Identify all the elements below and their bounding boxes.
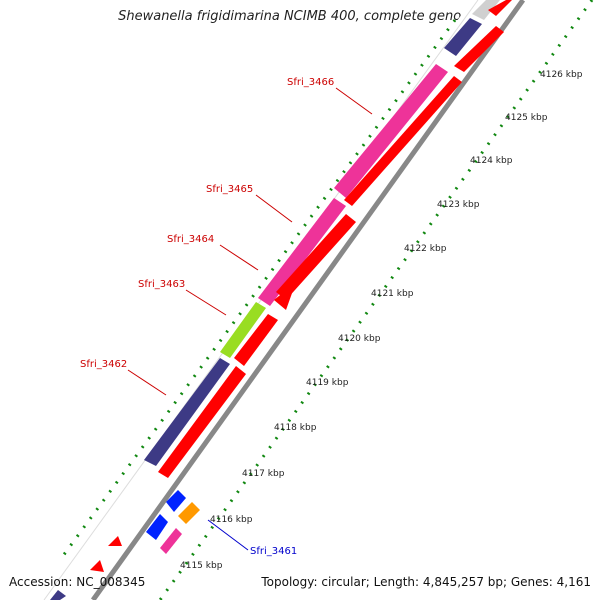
gene-red-3463: [234, 314, 278, 366]
scale-label: 4119 kbp: [306, 378, 349, 388]
gene-red-3466: [344, 76, 462, 206]
scale-label: 4120 kbp: [338, 334, 381, 344]
gene-magenta-3465: [258, 198, 346, 306]
gene-label[interactable]: Sfri_3466: [287, 77, 334, 88]
scale-label: 4118 kbp: [274, 423, 317, 433]
callout-3461: [207, 519, 249, 551]
scale-label: 4122 kbp: [404, 244, 447, 254]
gene-red-3465: [276, 214, 356, 300]
gene-gray-top: [472, 0, 500, 20]
gene-red-top: [454, 26, 504, 72]
callout-3462: [127, 369, 167, 396]
scale-label: 4115 kbp: [180, 561, 223, 571]
gene-red-3462: [158, 366, 246, 478]
scale-label: 4126 kbp: [540, 70, 583, 80]
gene-red-3464: [274, 282, 296, 310]
scale-label: 4121 kbp: [371, 289, 414, 299]
genome-summary: Topology: circular; Length: 4,845,257 bp…: [261, 575, 591, 589]
scale-label: 4125 kbp: [505, 113, 548, 123]
gene-blue-b: [146, 514, 168, 540]
gene-magenta-3466: [334, 64, 448, 198]
outer-tick-track: [158, 0, 594, 600]
genome-title: Shewanella frigidimarina NCIMB 400, comp…: [118, 9, 482, 24]
gene-label[interactable]: Sfri_3465: [206, 184, 253, 195]
scale-label: 4124 kbp: [470, 156, 513, 166]
gene-indigo-3462: [144, 358, 230, 466]
inner-tick-track: [58, 19, 457, 561]
scale-labels: 4115 kbp 4116 kbp 4117 kbp 4118 kbp 4119 kbp…: [180, 70, 583, 571]
scale-label: 4116 kbp: [210, 515, 253, 525]
gene-blue-a: [166, 490, 186, 512]
gene-label[interactable]: Sfri_3462: [80, 359, 127, 370]
gene-lime-3463: [220, 302, 266, 358]
gene-labels: Sfri_3466 Sfri_3465 Sfri_3464 Sfri_3463 Sfri…: [80, 77, 334, 557]
callout-3465: [255, 194, 293, 223]
gene-red-top2: [488, 0, 512, 16]
gene-red-small2: [90, 560, 104, 572]
callout-3464: [219, 244, 259, 271]
callout-3466: [335, 87, 373, 115]
gene-label[interactable]: Sfri_3461: [250, 546, 297, 557]
gene-orange-3461: [178, 502, 200, 524]
scale-label: 4117 kbp: [242, 469, 285, 479]
accession-label: Accession: NC_008345: [9, 575, 146, 589]
callout-3463: [185, 289, 227, 316]
gene-magenta-small: [160, 528, 182, 554]
map-band: [40, 0, 600, 600]
gene-indigo-bottom: [50, 590, 66, 600]
gene-label[interactable]: Sfri_3463: [138, 279, 185, 290]
gene-indigo-top: [444, 18, 482, 56]
scale-label: 4123 kbp: [437, 200, 480, 210]
gene-label[interactable]: Sfri_3464: [167, 234, 214, 245]
gene-red-small: [108, 536, 122, 546]
backbone-line: [90, 0, 526, 600]
